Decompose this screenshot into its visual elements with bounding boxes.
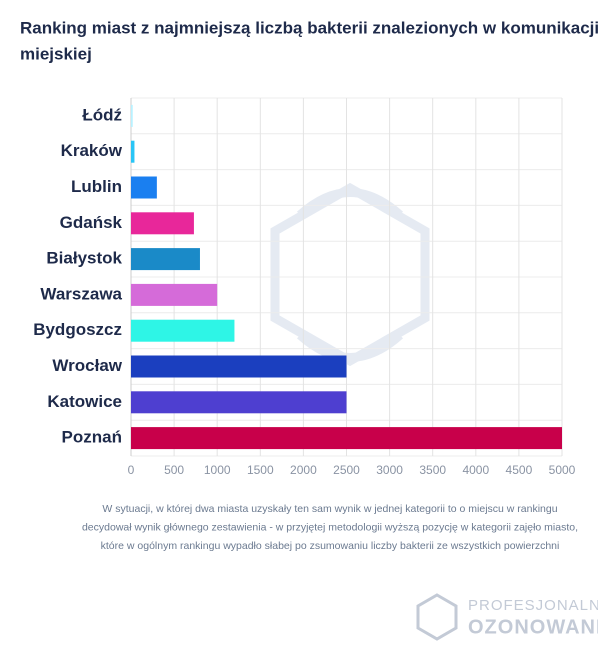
bar	[131, 140, 135, 163]
x-tick-label: 0	[128, 463, 135, 477]
logo-icon	[416, 593, 458, 641]
bar	[131, 283, 218, 306]
bar	[131, 176, 157, 199]
y-tick-label: Warszawa	[40, 284, 122, 303]
bar	[131, 212, 194, 235]
logo-text: PROFESJONALNE	[468, 597, 598, 614]
bar	[131, 248, 200, 271]
bar	[131, 104, 133, 127]
y-tick-label: Katowice	[47, 392, 122, 411]
x-tick-label: 500	[164, 463, 184, 477]
bar	[131, 355, 347, 378]
chart-title: miejskiej	[20, 44, 92, 63]
x-tick-label: 2500	[333, 463, 360, 477]
x-tick-label: 3000	[376, 463, 403, 477]
bar	[131, 319, 235, 342]
y-tick-label: Gdańsk	[60, 213, 123, 232]
logo-text: OZONOWANIE	[468, 616, 598, 638]
x-tick-label: 5000	[549, 463, 576, 477]
chart-title: Ranking miast z najmniejszą liczbą bakte…	[20, 18, 598, 37]
footnote: W sytuacji, w której dwa miasta uzyskały…	[102, 503, 557, 515]
bar	[131, 427, 562, 450]
y-tick-label: Łódź	[82, 105, 122, 124]
y-tick-label: Poznań	[62, 428, 122, 447]
y-tick-label: Białystok	[46, 249, 122, 268]
y-tick-label: Bydgoszcz	[33, 320, 122, 339]
y-tick-label: Kraków	[61, 141, 123, 160]
x-tick-label: 4000	[462, 463, 489, 477]
footnote: które w ogólnym rankingu wypadło słabej …	[101, 540, 560, 552]
x-tick-label: 4500	[506, 463, 533, 477]
watermark	[270, 182, 430, 367]
footnote: decydował wynik głównego zestawienia - w…	[82, 521, 578, 533]
x-tick-label: 2000	[290, 463, 317, 477]
x-tick-label: 3500	[419, 463, 446, 477]
x-tick-label: 1000	[204, 463, 231, 477]
x-tick-label: 1500	[247, 463, 274, 477]
bar	[131, 391, 347, 414]
y-tick-label: Lublin	[71, 177, 122, 196]
y-tick-label: Wrocław	[52, 356, 122, 375]
